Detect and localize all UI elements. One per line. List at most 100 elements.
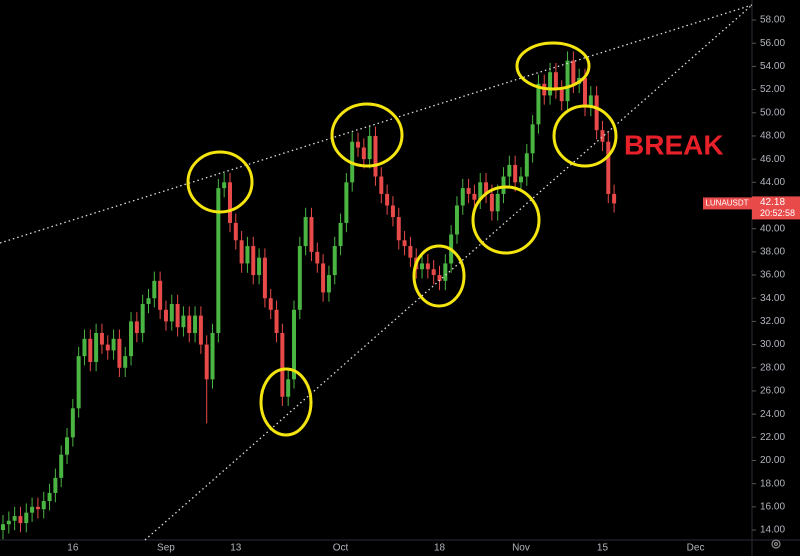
candle-body bbox=[286, 379, 291, 397]
upper-trendline bbox=[0, 4, 753, 244]
candle-body bbox=[297, 246, 302, 310]
candle-body bbox=[134, 321, 139, 333]
y-tick-label: 38.00 bbox=[760, 247, 785, 258]
candle-body bbox=[420, 263, 425, 270]
plot-area bbox=[1, 51, 617, 540]
candle-body bbox=[280, 332, 285, 397]
y-tick-label: 26.00 bbox=[760, 386, 785, 397]
x-tick-label: Sep bbox=[157, 543, 175, 554]
candle-body bbox=[1, 524, 5, 531]
candle-body bbox=[530, 124, 535, 154]
y-tick-label: 44.00 bbox=[760, 177, 785, 188]
candle-body bbox=[99, 332, 104, 345]
candle-body bbox=[268, 298, 273, 310]
candle-body bbox=[169, 304, 174, 322]
candle-body bbox=[524, 153, 529, 177]
candle-body bbox=[408, 246, 413, 258]
candle-body bbox=[606, 141, 611, 194]
y-tick-label: 36.00 bbox=[760, 270, 785, 281]
candle-body bbox=[94, 332, 99, 362]
candle-body bbox=[484, 182, 489, 194]
candle-body bbox=[65, 437, 70, 455]
y-tick-label: 30.00 bbox=[760, 339, 785, 350]
highlight-circle bbox=[515, 41, 591, 91]
candle-body bbox=[274, 309, 279, 333]
candle-body bbox=[35, 506, 40, 510]
candle-body bbox=[216, 188, 221, 333]
candle-body bbox=[454, 205, 459, 235]
candle-body bbox=[111, 338, 116, 351]
candle-body bbox=[6, 520, 11, 525]
candle-body bbox=[501, 176, 506, 194]
candle-body bbox=[588, 95, 593, 107]
y-tick-label: 20.00 bbox=[760, 455, 785, 466]
settings-icon-hub bbox=[773, 541, 779, 547]
candle-body bbox=[146, 298, 151, 305]
candle-body bbox=[59, 454, 64, 478]
highlight-circle bbox=[330, 102, 404, 168]
candle-body bbox=[257, 257, 262, 276]
candle-body bbox=[163, 309, 168, 322]
candle-body bbox=[431, 269, 436, 276]
candle-body bbox=[239, 240, 244, 264]
candle-body bbox=[152, 280, 157, 299]
settings-icon[interactable] bbox=[771, 539, 781, 549]
candle-body bbox=[321, 263, 326, 293]
y-tick-label: 40.00 bbox=[760, 223, 785, 234]
candle-body bbox=[140, 304, 145, 333]
candle-body bbox=[571, 60, 576, 84]
x-tick-label: 18 bbox=[434, 543, 446, 554]
settings-icon-ring bbox=[771, 539, 781, 549]
highlight-circle bbox=[552, 104, 618, 168]
candle-body bbox=[292, 309, 296, 380]
candle-body bbox=[379, 176, 384, 194]
candle-body bbox=[356, 141, 361, 148]
y-tick-label: 14.00 bbox=[760, 525, 785, 536]
y-tick-label: 22.00 bbox=[760, 432, 785, 443]
symbol-tag: LUNAUSDT bbox=[705, 199, 748, 208]
countdown: 20:52:58 bbox=[760, 208, 795, 218]
x-tick-label: Nov bbox=[512, 543, 530, 554]
candle-body bbox=[390, 205, 395, 218]
candle-body bbox=[489, 193, 494, 212]
candle-body bbox=[117, 338, 122, 368]
candle-body bbox=[204, 344, 209, 380]
candle-body bbox=[88, 338, 93, 362]
candle-body bbox=[594, 95, 599, 131]
candle-body bbox=[233, 222, 238, 241]
candle-body bbox=[158, 280, 163, 310]
candle-body bbox=[70, 408, 75, 438]
annotation: BREAK bbox=[624, 129, 724, 160]
candle-body bbox=[315, 251, 320, 264]
y-tick-label: 16.00 bbox=[760, 501, 785, 512]
y-tick-label: 24.00 bbox=[760, 409, 785, 420]
y-tick-label: 46.00 bbox=[760, 154, 785, 165]
y-tick-label: 50.00 bbox=[760, 107, 785, 118]
last-price-label: 42.18 bbox=[760, 197, 785, 208]
candle-body bbox=[198, 315, 203, 345]
highlight-circle bbox=[259, 367, 313, 437]
candle-body bbox=[262, 257, 267, 299]
candle-body bbox=[553, 72, 558, 90]
highlight-circle bbox=[186, 150, 254, 214]
candle-body bbox=[385, 193, 390, 206]
candle-body bbox=[396, 217, 401, 241]
candle-body bbox=[41, 501, 46, 510]
candle-body bbox=[193, 315, 198, 333]
y-tick-label: 54.00 bbox=[760, 61, 785, 72]
candle-body bbox=[332, 246, 337, 276]
x-tick-label: 16 bbox=[67, 543, 79, 554]
candle-body bbox=[12, 516, 17, 521]
candle-body bbox=[24, 512, 29, 524]
candle-body bbox=[187, 315, 192, 333]
y-tick-label: 32.00 bbox=[760, 316, 785, 327]
candle-body bbox=[495, 193, 500, 212]
candle-body bbox=[518, 176, 523, 183]
candle-body bbox=[175, 304, 180, 328]
y-tick-label: 48.00 bbox=[760, 131, 785, 142]
candle-body bbox=[76, 356, 81, 409]
candle-body bbox=[210, 332, 215, 380]
